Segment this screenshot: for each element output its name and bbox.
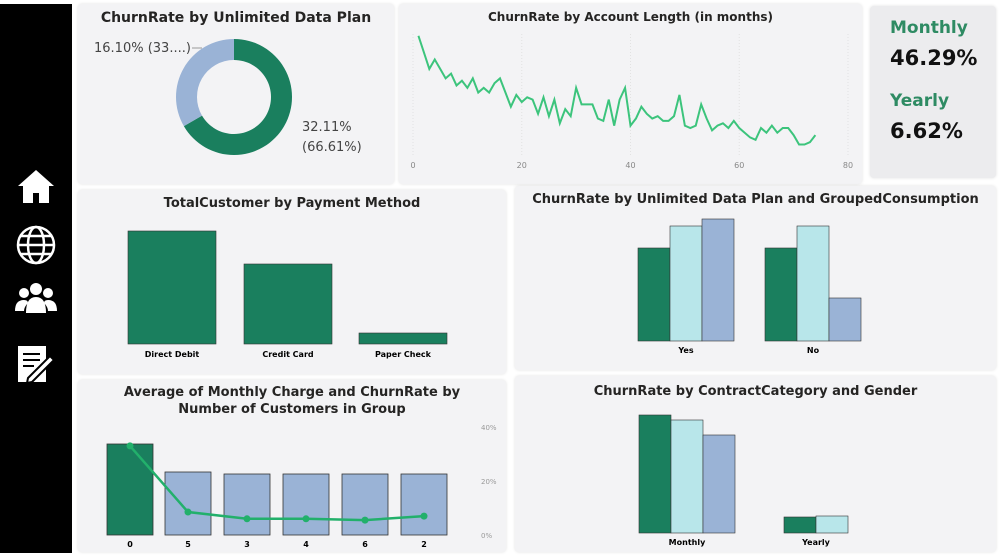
x-tick-label: 2	[421, 540, 427, 549]
bar	[783, 516, 817, 534]
x-tick-label: 0	[127, 540, 133, 549]
x-tick-label: 20	[517, 161, 527, 170]
x-tick-label: Yes	[677, 346, 693, 355]
sidebar	[0, 4, 72, 553]
line-point	[361, 516, 369, 524]
bar	[358, 332, 448, 345]
bar	[106, 443, 154, 536]
bar	[638, 414, 672, 534]
consumption-chart: Yes No	[637, 218, 862, 355]
bar	[702, 434, 736, 534]
x-tick-label: 60	[734, 161, 744, 170]
bar	[796, 225, 830, 342]
chart-title: ChurnRate by Unlimited Data Plan	[100, 10, 372, 26]
x-tick-label: Direct Debit	[145, 350, 200, 359]
slice-label: 16.10% (33....)	[94, 41, 191, 56]
line-point	[243, 515, 251, 523]
monthly-label: Monthly	[890, 18, 968, 38]
donut-slice	[176, 39, 234, 127]
contract-card: ChurnRate by ContractCategory and Gender…	[515, 376, 996, 552]
home-icon[interactable]	[14, 166, 58, 206]
x-tick-label: 3	[244, 540, 250, 549]
bar	[127, 230, 217, 345]
bar	[701, 218, 735, 342]
bar	[341, 473, 389, 536]
bar	[670, 419, 704, 534]
line-point	[184, 508, 192, 516]
donut-slice	[183, 39, 292, 155]
bar	[223, 473, 271, 536]
x-tick-label: Monthly	[669, 538, 706, 547]
globe-icon[interactable]	[14, 225, 58, 265]
group-card: Average of Monthly Charge and ChurnRate …	[78, 380, 506, 552]
slice-sublabel: (66.61%)	[302, 140, 362, 155]
bar	[828, 297, 862, 342]
line-point	[126, 442, 134, 450]
consumption-card: ChurnRate by Unlimited Data Plan and Gro…	[515, 186, 996, 370]
x-tick-label: Yearly	[801, 538, 831, 547]
group-chart: 0% 20% 40% 0 5 3 4 6 2	[106, 424, 497, 549]
bar	[637, 247, 671, 342]
chart-title: ChurnRate by Account Length (in months)	[488, 10, 773, 24]
bar	[815, 515, 849, 534]
donut-chart: 32.11% (66.61%) 16.10% (33....)	[94, 39, 362, 155]
users-icon[interactable]	[14, 279, 58, 319]
y2-tick-label: 20%	[481, 478, 497, 486]
bar	[400, 473, 448, 536]
line-point	[420, 512, 428, 520]
line-card: ChurnRate by Account Length (in months) …	[399, 4, 862, 184]
bar	[282, 473, 330, 536]
slice-label: 32.11%	[302, 120, 352, 135]
bar	[764, 247, 798, 342]
x-tick-label: Paper Check	[375, 350, 432, 359]
bar	[243, 263, 333, 345]
x-tick-label: 80	[843, 161, 853, 170]
kpi-card: Monthly 46.29% Yearly 6.62%	[870, 6, 996, 178]
churn-line	[417, 35, 817, 146]
chart-title: ChurnRate by ContractCategory and Gender	[593, 384, 918, 399]
x-tick-label: 6	[362, 540, 368, 549]
x-tick-label: No	[807, 346, 820, 355]
x-tick-label: 4	[303, 540, 309, 549]
donut-card: ChurnRate by Unlimited Data Plan 32.11% (…	[78, 4, 394, 184]
line-chart: 0 20 40 60 80	[410, 34, 853, 170]
payment-card: TotalCustomer by Payment Method Direct D…	[78, 190, 506, 374]
yearly-value: 6.62%	[890, 119, 963, 143]
chart-title: TotalCustomer by Payment Method	[163, 196, 421, 211]
x-tick-label: 0	[410, 161, 415, 170]
document-edit-icon[interactable]	[14, 344, 58, 385]
contract-chart: Monthly Yearly	[638, 414, 849, 547]
payment-chart: Direct Debit Credit Card Paper Check	[127, 230, 448, 359]
y2-tick-label: 40%	[481, 424, 497, 432]
chart-title: ChurnRate by Unlimited Data Plan and Gro…	[532, 192, 979, 207]
x-tick-label: 5	[185, 540, 191, 549]
x-tick-label: Credit Card	[262, 350, 314, 359]
churn-line	[129, 445, 425, 522]
monthly-value: 46.29%	[890, 46, 978, 70]
chart-title: Average of Monthly Charge and ChurnRate …	[123, 385, 461, 417]
yearly-label: Yearly	[890, 91, 950, 111]
bar	[669, 225, 703, 342]
line-point	[302, 515, 310, 523]
y2-tick-label: 0%	[481, 532, 492, 540]
bar	[164, 471, 212, 536]
x-tick-label: 40	[625, 161, 635, 170]
